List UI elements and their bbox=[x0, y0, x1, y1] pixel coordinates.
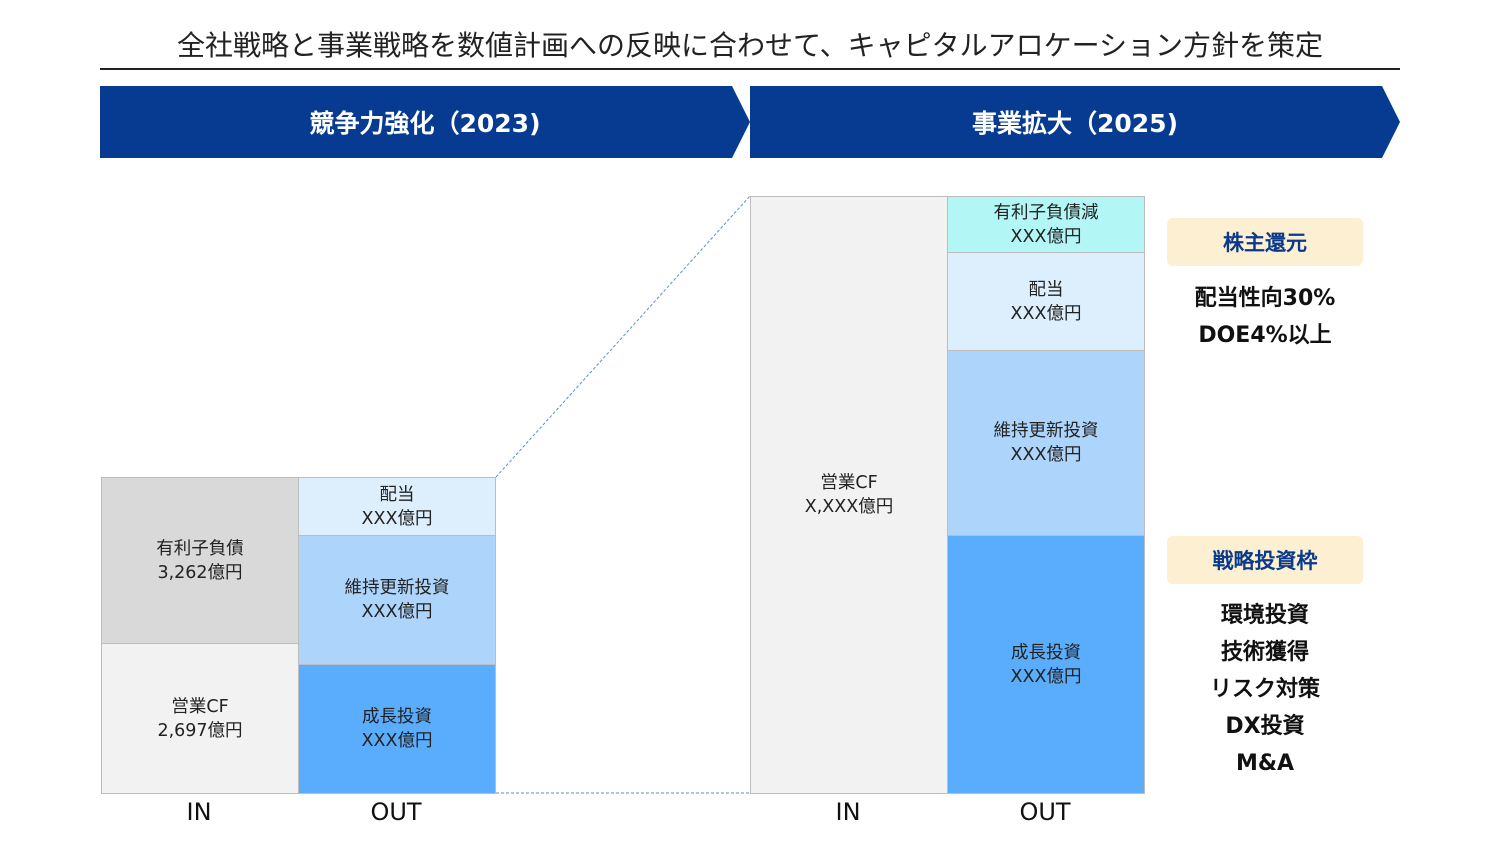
out-2025-label: OUT bbox=[1019, 798, 1071, 826]
phase-banner-2023: 競争力強化（2023) bbox=[100, 86, 750, 158]
policy-item: M&A bbox=[1235, 751, 1295, 776]
out-2025-debt-reduction-block: 有利子負債減 XXX億円 bbox=[947, 196, 1145, 253]
block-name: 配当 bbox=[379, 484, 415, 505]
out-2023-maintenance-block: 維持更新投資 XXX億円 bbox=[298, 535, 496, 665]
block-name: 配当 bbox=[1028, 279, 1064, 300]
block-name: 成長投資 bbox=[1011, 642, 1081, 663]
out-2025-dividend-block: 配当 XXX億円 bbox=[947, 252, 1145, 351]
strategic-investment-badge: 戦略投資枠 bbox=[1167, 536, 1363, 584]
block-value: XXX億円 bbox=[361, 602, 433, 622]
out-2023-dividend-block: 配当 XXX億円 bbox=[298, 477, 496, 536]
policy-item: 配当性向30% bbox=[1194, 286, 1336, 311]
block-value: XXX億円 bbox=[1010, 666, 1082, 687]
out-2025-maintenance-block: 維持更新投資 XXX億円 bbox=[947, 350, 1145, 536]
out-2023-label: OUT bbox=[370, 798, 422, 826]
block-value: XXX億円 bbox=[361, 508, 433, 529]
shareholder-return-policy: 配当性向30% DOE4%以上 bbox=[1167, 280, 1363, 354]
page-title: 全社戦略と事業戦略を数値計画への反映に合わせて、キャピタルアロケーション方針を策… bbox=[176, 29, 1324, 62]
phase-banner-2025: 事業拡大（2025) bbox=[750, 86, 1400, 158]
policy-item: 環境投資 bbox=[1220, 603, 1309, 628]
block-name: 有利子負債減 bbox=[993, 202, 1099, 223]
block-name: 維持更新投資 bbox=[993, 421, 1099, 441]
block-value: 2,697億円 bbox=[157, 720, 243, 741]
policy-item: DX投資 bbox=[1225, 714, 1305, 739]
block-value: XXX億円 bbox=[1010, 226, 1082, 247]
block-value: 3,262億円 bbox=[157, 562, 243, 583]
out-2023-growth-block: 成長投資 XXX億円 bbox=[298, 664, 496, 794]
block-name: 有利子負債 bbox=[156, 538, 244, 559]
in-2023-operating-cf-block: 営業CF 2,697億円 bbox=[101, 643, 299, 794]
title-divider bbox=[100, 68, 1400, 70]
in-2025-operating-cf-block: 営業CF X,XXX億円 bbox=[750, 196, 948, 794]
block-name: 営業CF bbox=[171, 696, 229, 717]
in-2023-label: IN bbox=[186, 798, 212, 826]
block-name: 維持更新投資 bbox=[344, 578, 450, 598]
connector-top-line bbox=[495, 195, 751, 478]
out-2025-growth-block: 成長投資 XXX億円 bbox=[947, 535, 1145, 794]
in-2023-debt-block: 有利子負債 3,262億円 bbox=[101, 477, 299, 644]
block-value: XXX億円 bbox=[361, 731, 433, 751]
block-value: XXX億円 bbox=[1010, 445, 1082, 465]
policy-item: DOE4%以上 bbox=[1198, 323, 1332, 348]
in-2025-label: IN bbox=[835, 798, 861, 826]
block-value: XXX億円 bbox=[1010, 303, 1082, 324]
strategic-investment-list: 環境投資 技術獲得 リスク対策 DX投資 M&A bbox=[1167, 597, 1363, 782]
shareholder-return-badge: 株主還元 bbox=[1167, 218, 1363, 266]
block-value: X,XXX億円 bbox=[804, 497, 894, 517]
block-name: 成長投資 bbox=[362, 707, 432, 727]
policy-item: リスク対策 bbox=[1209, 677, 1320, 702]
block-name: 営業CF bbox=[820, 473, 878, 493]
policy-item: 技術獲得 bbox=[1220, 640, 1309, 665]
